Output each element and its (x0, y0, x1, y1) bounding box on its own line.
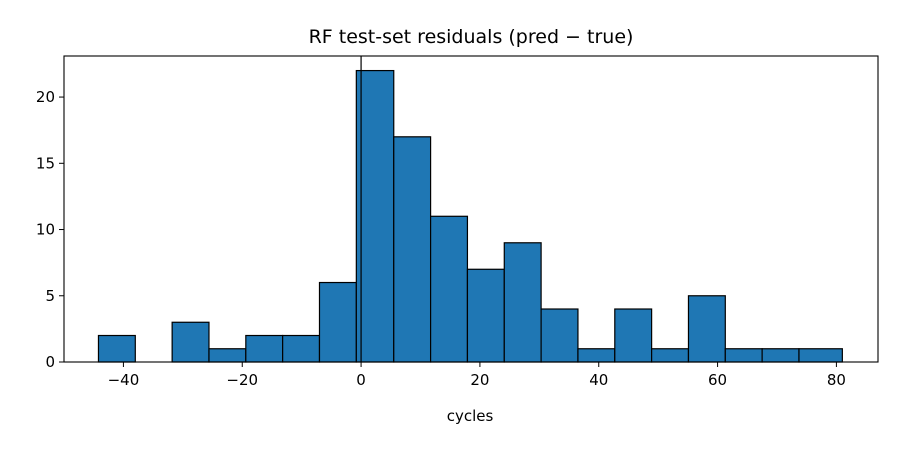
histogram-bar (577, 348, 616, 363)
histogram-bar (318, 281, 357, 363)
histogram-bar (245, 334, 284, 363)
x-tick-label: 80 (827, 371, 846, 389)
histogram-bar (651, 348, 690, 363)
y-axis-ticks: 0 5 10 15 20 (36, 88, 64, 371)
y-tick-label: 5 (45, 287, 55, 305)
y-tick-label: 0 (45, 353, 55, 371)
histogram-bar (97, 334, 136, 363)
histogram-bar (171, 321, 210, 363)
histogram-bar (761, 348, 800, 363)
histogram-bar (540, 308, 579, 363)
x-axis-label: cycles (447, 407, 494, 425)
chart-title: RF test-set residuals (pred − true) (309, 26, 634, 48)
x-tick-label: −40 (108, 371, 140, 389)
x-tick-label: 0 (356, 371, 366, 389)
histogram-bar (503, 242, 542, 363)
x-tick-label: 60 (708, 371, 727, 389)
x-tick-label: 20 (470, 371, 489, 389)
histogram-bar (208, 348, 247, 363)
plot-frame (63, 55, 879, 363)
histogram-bar (282, 334, 321, 363)
histogram-bar (393, 136, 432, 363)
histogram-bar (466, 268, 505, 363)
y-tick-label: 20 (36, 88, 55, 106)
histogram-bar (798, 348, 843, 363)
histogram-bars (97, 69, 843, 363)
x-axis-ticks: −40 −20 0 20 40 60 80 (108, 362, 846, 389)
histogram-bar (724, 348, 763, 363)
histogram-bar (355, 69, 395, 363)
histogram-bar (614, 308, 653, 363)
histogram-bar (429, 215, 469, 363)
histogram-bar (687, 295, 726, 363)
y-tick-label: 15 (36, 154, 55, 172)
y-tick-label: 10 (36, 221, 55, 239)
x-tick-label: 40 (589, 371, 608, 389)
x-tick-label: −20 (226, 371, 258, 389)
